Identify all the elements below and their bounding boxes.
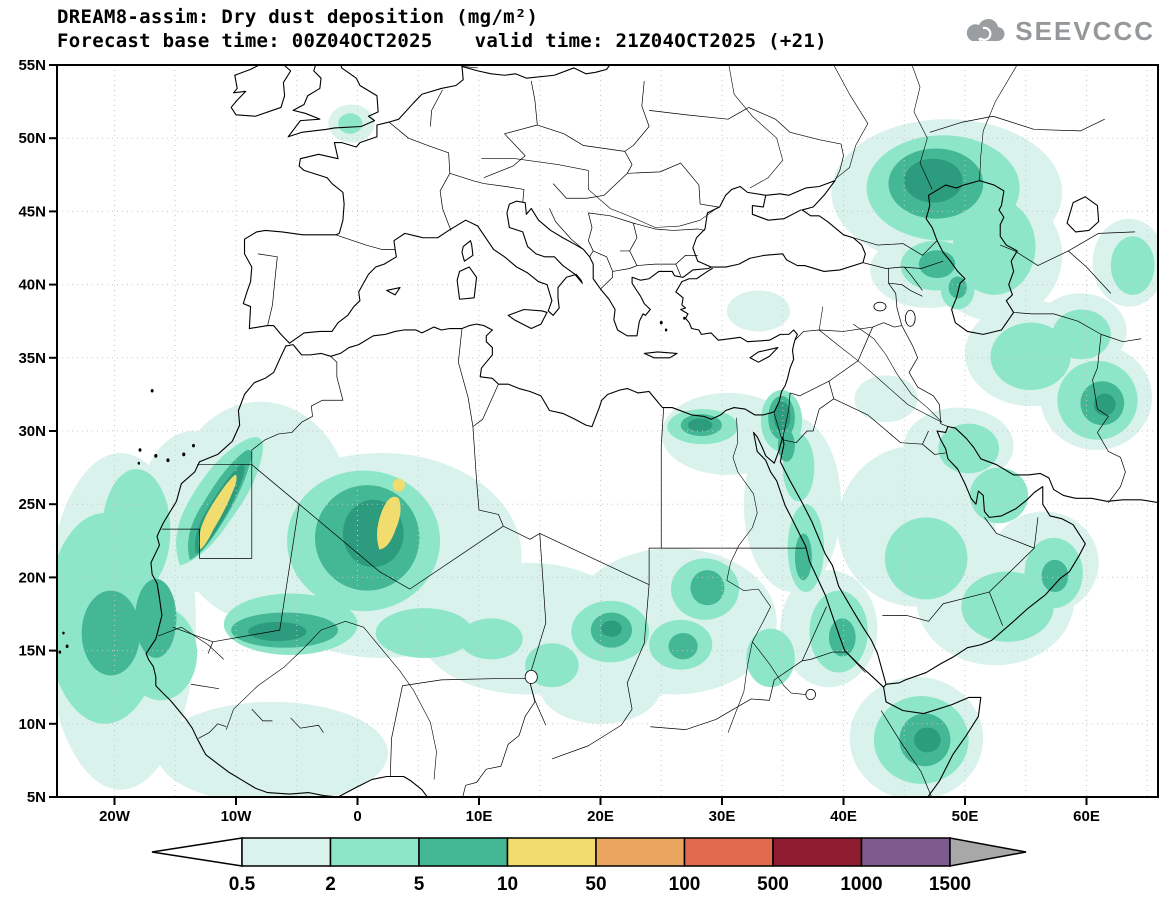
lat-label: 10N [18,716,46,733]
lon-label: 20W [99,808,131,825]
colorbar-level-label: 2 [325,874,336,895]
lon-label: 50E [952,808,979,825]
lat-label: 40N [18,277,46,294]
country-borders-layer [162,66,1141,799]
colorbar-level-label: 500 [757,874,789,895]
graticule [57,65,1158,797]
lat-label: 50N [18,130,46,147]
colorbar-level-label: 1000 [840,874,882,895]
colorbar-segment [418,837,509,867]
lat-label: 45N [18,203,46,220]
colorbar-level-label: 5 [414,874,425,895]
colorbar-segment [683,837,774,867]
lon-label: 10W [221,808,253,825]
colorbar-below-min-arrow [151,837,243,867]
axis-labels: 55N 50N 45N 40N 35N 30N 25N 20N 15N 10N 5N 20W 10W 0 1… [18,57,1099,825]
forecast-base-time: Forecast base time: 00Z04OCT2025 [57,30,433,52]
valid-time: valid time: 21Z04OCT2025 (+21) [474,30,827,52]
colorbar-segment [860,837,951,867]
colorbar-scale: 0.5 2 5 10 50 100 500 1000 1500 [151,837,1027,895]
lat-label: 25N [18,496,46,513]
colorbar-level-label: 10 [497,874,518,895]
lon-label: 20E [587,808,614,825]
forecast-times: Forecast base time: 00Z04OCT2025 valid ti… [57,30,827,52]
dust-level-50 [198,474,405,550]
page-title: DREAM8-assim: Dry dust deposition (mg/m²… [57,6,539,28]
lat-label: 30N [18,423,46,440]
lat-label: 15N [18,643,46,660]
dust-deposition-layer [57,104,1158,797]
cloud-icon [967,18,1005,42]
lon-label: 0 [353,808,361,825]
seevccc-logo: SEEVCCC [961,16,1155,47]
map-plot: 55N 50N 45N 40N 35N 30N 25N 20N 15N 10N 5N 20W 10W 0 1… [18,57,1159,825]
lon-label: 30E [709,808,736,825]
colorbar-level-label: 1500 [929,874,971,895]
colorbar-segment [241,837,332,867]
lat-label: 55N [18,57,46,74]
rivers-layer [158,61,1019,780]
colorbar-segment [329,837,420,867]
lon-label: 60E [1073,808,1100,825]
colorbar-level-label: 100 [669,874,701,895]
lon-label: 10E [466,808,493,825]
lat-label: 5N [27,789,46,806]
colorbar-level-label: 50 [585,874,606,895]
lat-label: 35N [18,350,46,367]
logo-text: SEEVCCC [1015,16,1155,46]
colorbar-level-label: 0.5 [229,874,256,895]
lat-label: 20N [18,569,46,586]
axis-ticks [49,64,1088,805]
lon-label: 40E [830,808,857,825]
colorbar-above-max-arrow [949,837,1027,867]
colorbar-segment [772,837,863,867]
colorbar-segment [506,837,597,867]
colorbar: 0.5 2 5 10 50 100 500 1000 1500 [150,836,1050,900]
lakes-layer [525,302,915,699]
colorbar-segment [595,837,686,867]
coastlines-layer [58,59,1159,811]
